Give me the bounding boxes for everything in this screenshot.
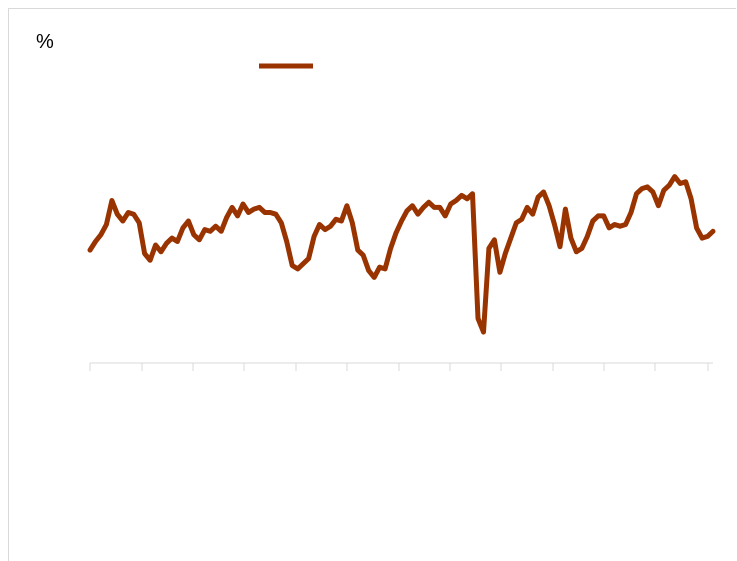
y-unit-label: % — [36, 31, 54, 53]
series-line — [87, 174, 716, 335]
series-group — [87, 174, 716, 335]
x-axis — [89, 362, 713, 371]
chart-frame — [8, 8, 736, 561]
